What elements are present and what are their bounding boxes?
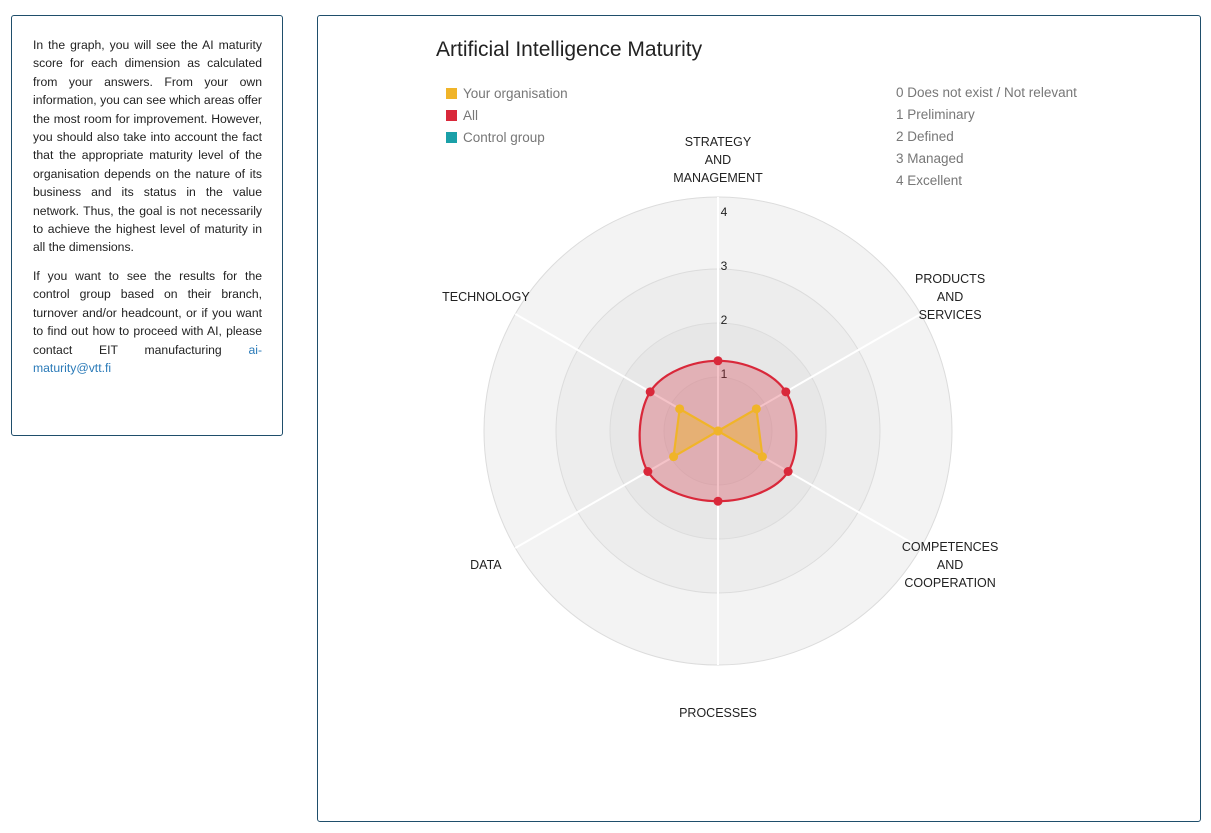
legend-label-all: All (463, 107, 479, 123)
scale-level-0: 0 Does not exist / Not relevant (896, 85, 1077, 100)
scale-level-1: 1 Preliminary (896, 107, 975, 122)
legend-label-your-organisation: Your organisation (463, 85, 568, 101)
legend-label-control-group: Control group (463, 129, 545, 145)
legend-item-your-organisation[interactable]: Your organisation (446, 82, 568, 104)
series-legend: Your organisation All Control group (446, 82, 568, 148)
data-point-all-3 (713, 496, 723, 506)
info-paragraph-2-text: If you want to see the results for the c… (33, 268, 262, 357)
axis-label-2: COMPETENCES AND COOPERATION (902, 540, 999, 590)
legend-swatch-all (446, 109, 457, 121)
data-point-your-organisation-2 (757, 452, 767, 462)
data-point-your-organisation-1 (751, 404, 761, 414)
data-point-all-1 (781, 387, 791, 397)
radar-chart: 1 2 3 4 STRATEGY AND MANAGEMENT PRODUCTS AND SERV… (442, 135, 999, 720)
data-point-your-organisation-5 (675, 404, 685, 414)
info-panel: In the graph, you will see the AI maturi… (11, 15, 283, 436)
data-point-all-4 (643, 467, 653, 476)
data-point-your-organisation-3 (713, 426, 723, 436)
data-point-all-5 (645, 387, 655, 397)
axis-label-4: DATA (470, 558, 502, 572)
info-paragraph-1: In the graph, you will see the AI maturi… (33, 38, 262, 255)
scale-level-2: 2 Defined (896, 129, 954, 144)
legend-swatch-your-organisation (446, 87, 457, 99)
axis-label-3: PROCESSES (679, 706, 757, 720)
tick-label-4: 4 (721, 205, 728, 219)
tick-label-1: 1 (721, 367, 728, 381)
tick-label-2: 2 (721, 313, 728, 327)
chart-title: Artificial Intelligence Maturity (436, 38, 703, 61)
data-point-all-0 (713, 356, 723, 366)
axis-label-5: TECHNOLOGY (442, 290, 530, 304)
chart-panel: Artificial Intelligence Maturity Your or… (317, 15, 1201, 822)
scale-level-4: 4 Excellent (896, 173, 963, 188)
data-point-your-organisation-4 (669, 452, 679, 462)
axis-label-1: PRODUCTS AND SERVICES (915, 272, 985, 322)
data-point-all-2 (783, 467, 793, 476)
legend-item-all[interactable]: All (446, 104, 568, 126)
contact-email-link[interactable]: ai-maturity@vtt.fi (33, 342, 262, 375)
axis-label-0: STRATEGY AND MANAGEMENT (673, 135, 763, 185)
info-paragraph-2: If you want to see the results for the c… (33, 267, 262, 377)
maturity-scale-legend: 0 Does not exist / Not relevant 1 Prelim… (896, 82, 1077, 192)
tick-label-3: 3 (721, 259, 728, 273)
legend-item-control-group[interactable]: Control group (446, 126, 568, 148)
scale-level-3: 3 Managed (896, 151, 964, 166)
legend-swatch-control-group (446, 131, 457, 143)
